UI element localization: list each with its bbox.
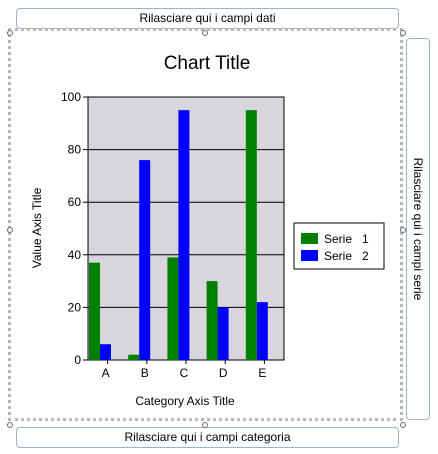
legend-swatch-2 [301,250,318,261]
resize-handle-top-right[interactable] [400,30,406,36]
bar-series-1-b [128,354,140,360]
category-fields-dropzone-label: Rilasciare qui i campi categoria [124,430,291,444]
resize-handle-middle-right[interactable] [400,227,406,233]
y-tick-label: 20 [68,300,82,314]
y-tick-label: 0 [74,353,81,367]
resize-handle-middle-left[interactable] [7,227,13,233]
bar-series-2-d [217,307,229,360]
bar-series-2-c [178,110,190,361]
bar-series-2-a [100,344,111,360]
bar-series-1-d [206,281,218,360]
y-tick-label: 100 [61,90,81,104]
value-axis-title: Value Axis Title [30,187,44,268]
bar-series-1-a [89,262,100,360]
category-fields-dropzone[interactable]: Rilasciare qui i campi categoria [16,427,399,448]
resize-handle-bottom-right[interactable] [400,422,406,428]
y-tick-label: 40 [68,248,82,262]
y-tick-label: 80 [68,143,82,157]
x-tick-label: C [180,366,189,380]
category-axis-title: Category Axis Title [135,394,235,408]
legend-swatch-1 [301,233,318,244]
bar-series-2-b [139,160,151,360]
y-tick-label: 60 [68,195,82,209]
data-fields-dropzone-label: Rilasciare qui i campi dati [139,11,276,25]
x-tick-label: A [102,366,110,380]
bar-series-1-c [167,257,179,360]
x-tick-label: B [141,366,149,380]
legend-label-2: Serie 2 [324,249,369,263]
series-fields-dropzone[interactable]: Rilasciare qui i campi serie [406,38,430,420]
legend-label-1: Serie 1 [324,232,369,246]
x-tick-label: D [219,366,228,380]
bar-series-2-e [256,302,268,360]
resize-handle-bottom-center[interactable] [202,422,208,428]
legend-box [293,222,385,270]
chart-title: Chart Title [164,53,251,74]
resize-handle-bottom-left[interactable] [7,422,13,428]
chart-selection-border[interactable] [8,28,403,421]
bar-series-1-e [245,110,257,361]
x-tick-label: E [258,366,266,380]
resize-handle-top-center[interactable] [202,30,208,36]
resize-handle-top-left[interactable] [7,30,13,36]
